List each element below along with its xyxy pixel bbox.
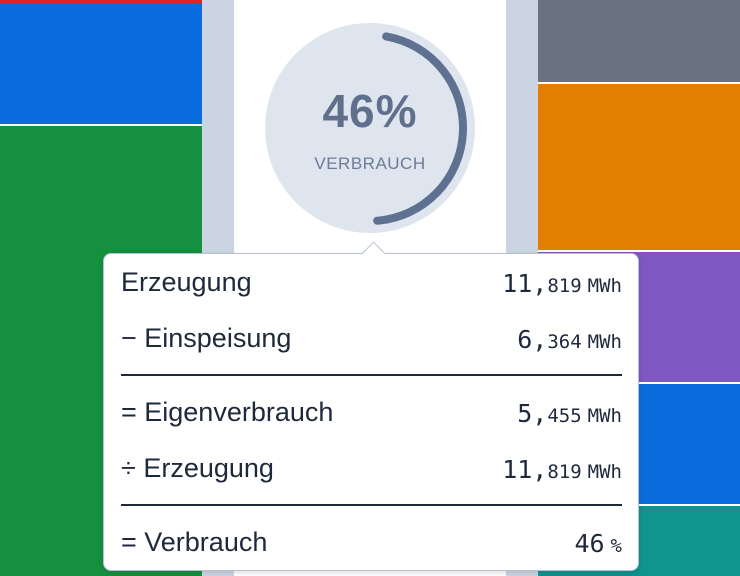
gauge-background-circle bbox=[265, 23, 475, 233]
row-label: − Einspeisung bbox=[121, 323, 292, 353]
row-value: 11,819 MWh bbox=[502, 269, 622, 298]
left-segment-divider bbox=[0, 124, 202, 126]
gauge-label: VERBRAUCH bbox=[314, 154, 426, 173]
row-label: = Verbrauch bbox=[121, 527, 268, 557]
right-gray-segment[interactable] bbox=[538, 0, 740, 82]
right-orange-segment[interactable] bbox=[538, 84, 740, 250]
row-value: 46% bbox=[574, 529, 622, 558]
left-red-segment bbox=[0, 0, 202, 4]
tooltip-row-einspeisung: − Einspeisung 6,364 MWh bbox=[121, 323, 622, 357]
row-label: Erzeugung bbox=[121, 267, 252, 297]
row-value: 11,819 MWh bbox=[502, 455, 622, 484]
tooltip-divider bbox=[121, 374, 622, 376]
tooltip-row-verbrauch: = Verbrauch 46% bbox=[121, 527, 622, 561]
tooltip-row-erzeugung-divisor: ÷ Erzeugung 11,819 MWh bbox=[121, 453, 622, 487]
consumption-tooltip: Erzeugung 11,819 MWh − Einspeisung 6,364 M… bbox=[103, 241, 639, 571]
row-value: 5,455 MWh bbox=[517, 399, 622, 428]
tooltip-row-eigenverbrauch: = Eigenverbrauch 5,455 MWh bbox=[121, 397, 622, 431]
tooltip-row-erzeugung: Erzeugung 11,819 MWh bbox=[121, 267, 622, 301]
consumption-gauge[interactable]: 46% VERBRAUCH bbox=[262, 20, 478, 236]
gauge-percentage: 46% bbox=[322, 85, 418, 137]
row-label: ÷ Erzeugung bbox=[121, 453, 274, 483]
row-value: 6,364 MWh bbox=[517, 325, 622, 354]
left-blue-segment[interactable] bbox=[0, 4, 202, 124]
gauge-progress-arc bbox=[373, 32, 467, 225]
tooltip-divider bbox=[121, 504, 622, 506]
row-label: = Eigenverbrauch bbox=[121, 397, 334, 427]
gauge-graphic bbox=[265, 23, 475, 233]
